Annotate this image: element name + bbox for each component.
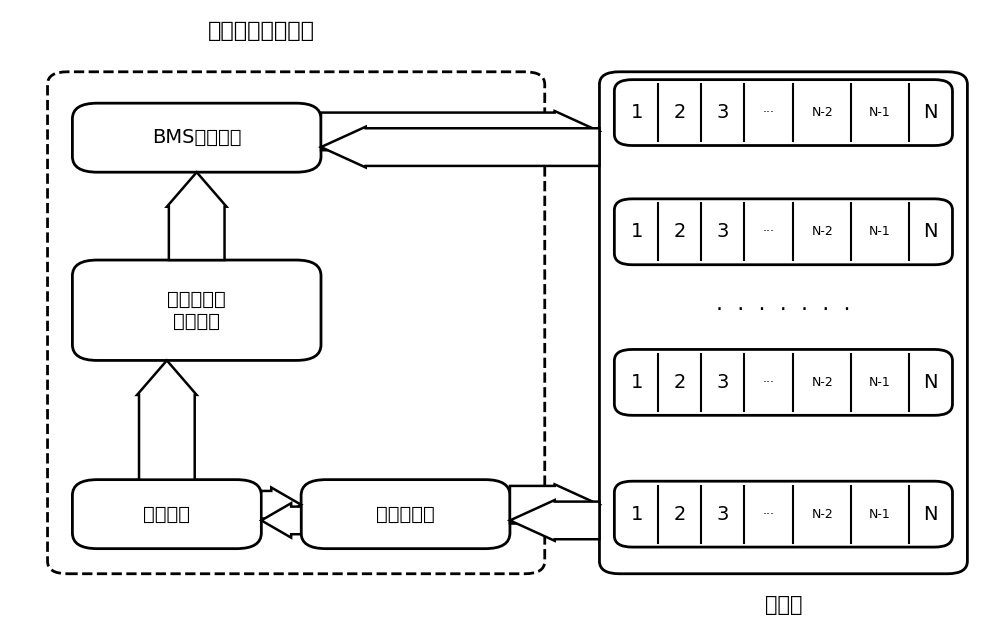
- Text: 3: 3: [716, 505, 728, 523]
- Text: 3: 3: [716, 373, 728, 392]
- FancyBboxPatch shape: [72, 103, 321, 172]
- Text: N: N: [923, 373, 937, 392]
- Text: 1: 1: [631, 373, 643, 392]
- Text: 控制模块: 控制模块: [143, 505, 190, 523]
- FancyBboxPatch shape: [599, 72, 967, 573]
- Text: N: N: [923, 103, 937, 122]
- Text: 2: 2: [673, 505, 686, 523]
- Text: 1: 1: [631, 222, 643, 241]
- Polygon shape: [137, 360, 197, 480]
- Text: N-2: N-2: [811, 508, 833, 521]
- Text: ···: ···: [763, 508, 775, 521]
- Polygon shape: [167, 172, 227, 260]
- Text: ·  ·  ·  ·  ·  ·  ·: · · · · · · ·: [716, 300, 851, 320]
- Text: N: N: [923, 505, 937, 523]
- Polygon shape: [261, 503, 301, 537]
- FancyBboxPatch shape: [614, 481, 952, 547]
- Text: ···: ···: [763, 376, 775, 389]
- Text: 智能电池管理系统: 智能电池管理系统: [208, 21, 315, 41]
- Text: 1: 1: [631, 505, 643, 523]
- Text: N-1: N-1: [869, 106, 891, 119]
- Polygon shape: [261, 487, 301, 522]
- Text: 2: 2: [673, 222, 686, 241]
- Text: 电池包: 电池包: [765, 595, 802, 615]
- FancyBboxPatch shape: [614, 349, 952, 415]
- FancyBboxPatch shape: [614, 80, 952, 146]
- Text: N-1: N-1: [869, 225, 891, 238]
- Text: 参数与决策
调整模块: 参数与决策 调整模块: [167, 290, 226, 330]
- Polygon shape: [510, 484, 599, 525]
- Text: 3: 3: [716, 222, 728, 241]
- Text: N-2: N-2: [811, 225, 833, 238]
- FancyBboxPatch shape: [72, 480, 261, 549]
- Text: 3: 3: [716, 103, 728, 122]
- Text: 1: 1: [631, 103, 643, 122]
- Text: N-2: N-2: [811, 106, 833, 119]
- FancyBboxPatch shape: [301, 480, 510, 549]
- FancyBboxPatch shape: [72, 260, 321, 360]
- Text: N-1: N-1: [869, 508, 891, 521]
- FancyBboxPatch shape: [614, 199, 952, 265]
- Polygon shape: [321, 127, 599, 168]
- Text: ···: ···: [763, 225, 775, 238]
- Text: ···: ···: [763, 106, 775, 119]
- Text: 自测试模块: 自测试模块: [376, 505, 435, 523]
- Polygon shape: [321, 111, 599, 152]
- Text: BMS基本模块: BMS基本模块: [152, 128, 241, 147]
- Text: N-1: N-1: [869, 376, 891, 389]
- Text: N: N: [923, 222, 937, 241]
- Polygon shape: [510, 500, 599, 541]
- Text: N-2: N-2: [811, 376, 833, 389]
- Text: 2: 2: [673, 373, 686, 392]
- Text: 2: 2: [673, 103, 686, 122]
